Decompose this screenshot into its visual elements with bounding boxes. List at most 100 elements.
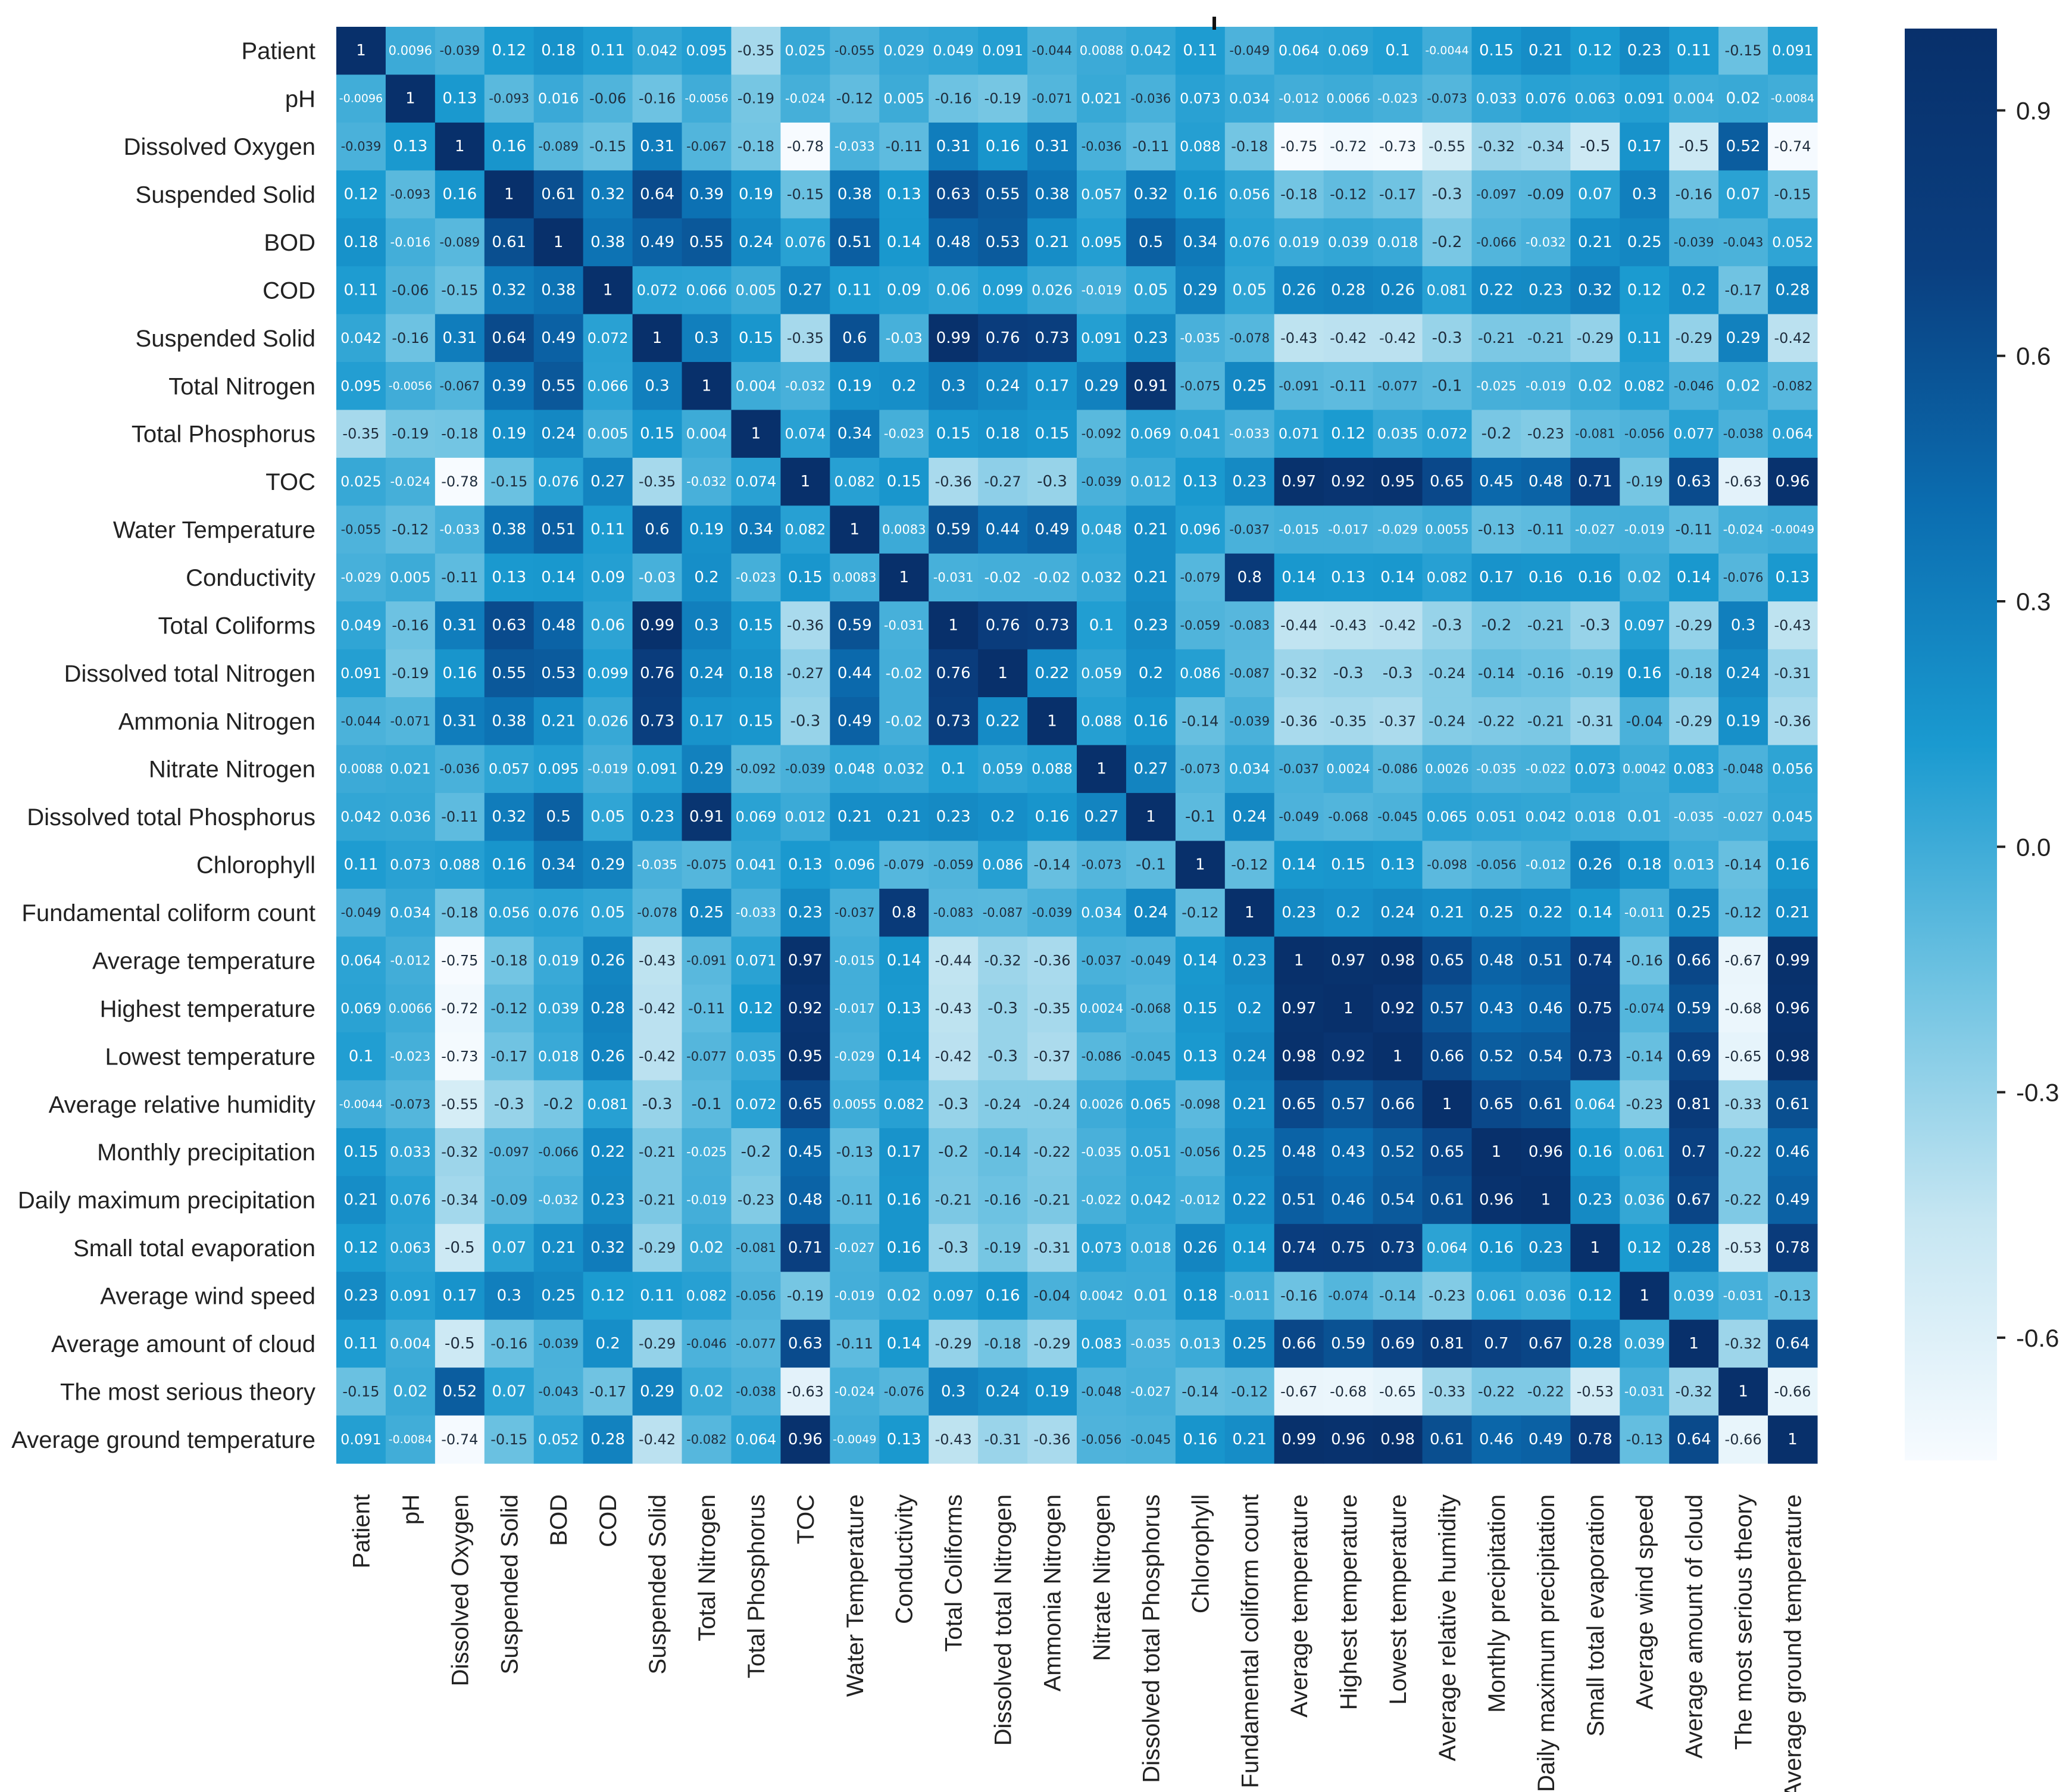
heatmap-cell bbox=[1620, 1415, 1670, 1464]
heatmap-cell-value: 0.11 bbox=[1627, 329, 1662, 347]
heatmap-cell-value: 0.1 bbox=[1089, 616, 1114, 634]
y-tick-label: Small total evaporation bbox=[73, 1235, 315, 1262]
heatmap-cell bbox=[1224, 984, 1275, 1033]
heatmap-cell-value: 1 bbox=[1343, 1000, 1354, 1017]
heatmap-cell-value: 0.02 bbox=[1726, 377, 1761, 395]
heatmap-cell bbox=[1620, 505, 1670, 554]
heatmap-cell-value: -0.12 bbox=[1231, 857, 1268, 873]
heatmap-cell bbox=[978, 362, 1028, 411]
heatmap-cell-value: 0.27 bbox=[788, 281, 823, 299]
heatmap-cell bbox=[1422, 1368, 1473, 1416]
heatmap-cell-value: 0.17 bbox=[1627, 138, 1662, 155]
y-tick-label: Highest temperature bbox=[100, 996, 315, 1022]
heatmap-cell-value: -0.2 bbox=[1482, 616, 1512, 634]
heatmap-cell bbox=[1768, 1368, 1818, 1416]
heatmap-cell-value: -0.35 bbox=[737, 42, 774, 59]
heatmap-cell bbox=[435, 27, 485, 76]
heatmap-cell-value: 0.23 bbox=[1578, 1191, 1612, 1209]
heatmap-cell-value: 0.2 bbox=[595, 1335, 620, 1353]
heatmap-cell bbox=[385, 266, 436, 315]
heatmap-cell bbox=[632, 888, 683, 937]
heatmap-cell bbox=[1471, 1032, 1521, 1081]
heatmap-cell-value: -0.65 bbox=[1379, 1383, 1416, 1400]
heatmap-cell-value: 0.09 bbox=[887, 281, 921, 299]
heatmap-cell-value: 0.25 bbox=[1479, 904, 1514, 922]
heatmap-cell bbox=[533, 505, 584, 554]
heatmap-cell-value: -0.044 bbox=[1032, 43, 1073, 58]
heatmap-cell bbox=[682, 601, 732, 650]
heatmap-cell-value: 0.16 bbox=[1627, 664, 1662, 682]
heatmap-cell bbox=[682, 505, 732, 554]
heatmap-cell-value: 0.52 bbox=[1726, 138, 1761, 155]
heatmap-cell bbox=[336, 1032, 386, 1081]
heatmap-cell-value: 0.073 bbox=[1574, 761, 1615, 778]
heatmap-cell bbox=[1274, 1032, 1324, 1081]
heatmap-cell-value: -0.036 bbox=[1131, 92, 1171, 106]
heatmap-cell bbox=[731, 170, 781, 219]
heatmap-cell bbox=[682, 74, 732, 123]
heatmap-cell bbox=[1718, 505, 1768, 554]
heatmap-cell bbox=[1373, 553, 1423, 602]
heatmap-cell bbox=[780, 27, 830, 76]
heatmap-cell bbox=[1373, 122, 1423, 171]
heatmap-cell-value: -0.31 bbox=[1577, 713, 1614, 729]
heatmap-cell bbox=[533, 745, 584, 794]
heatmap-cell-value: -0.19 bbox=[787, 1287, 824, 1304]
heatmap-cell bbox=[1570, 170, 1620, 219]
heatmap-cell-value: -0.21 bbox=[1527, 617, 1564, 633]
heatmap-cell bbox=[484, 170, 535, 219]
heatmap-cell-value: 0.021 bbox=[1081, 90, 1122, 107]
heatmap-cell-value: 0.14 bbox=[887, 1047, 921, 1065]
heatmap-cell-value: 0.97 bbox=[1331, 951, 1365, 969]
heatmap-cell-value: 0.21 bbox=[541, 1239, 576, 1257]
heatmap-cell-value: -0.37 bbox=[1379, 713, 1416, 729]
heatmap-cell-value: 0.66 bbox=[1677, 951, 1711, 969]
heatmap-cell bbox=[336, 553, 386, 602]
x-tick-label: Monthly precipitation bbox=[1484, 1494, 1510, 1713]
heatmap-cell bbox=[682, 1368, 732, 1416]
heatmap-cell bbox=[830, 218, 880, 267]
heatmap-cell bbox=[1224, 1415, 1275, 1464]
heatmap-cell bbox=[533, 888, 584, 937]
heatmap-cell-value: 0.54 bbox=[1529, 1047, 1563, 1065]
heatmap-cell bbox=[929, 362, 979, 411]
heatmap-cell bbox=[731, 457, 781, 506]
heatmap-cell bbox=[978, 888, 1028, 937]
heatmap-cell bbox=[1718, 745, 1768, 794]
heatmap-cell-value: 0.15 bbox=[1035, 425, 1070, 443]
heatmap-cell bbox=[1323, 505, 1374, 554]
heatmap-cell bbox=[1373, 1272, 1423, 1320]
heatmap-cell-value: -0.21 bbox=[1478, 330, 1515, 346]
heatmap-cell-value: 0.14 bbox=[1183, 951, 1217, 969]
heatmap-cell-value: -0.21 bbox=[639, 1144, 676, 1160]
heatmap-cell bbox=[1373, 888, 1423, 937]
heatmap-cell-value: 1 bbox=[603, 281, 613, 299]
heatmap-cell bbox=[978, 553, 1028, 602]
heatmap-cell bbox=[1620, 1128, 1670, 1176]
heatmap-cell bbox=[1373, 1080, 1423, 1129]
heatmap-cell bbox=[1521, 936, 1571, 985]
heatmap-cell bbox=[1175, 1032, 1226, 1081]
heatmap-cell-value: 0.66 bbox=[1282, 1335, 1316, 1353]
heatmap-cell-value: 1 bbox=[1541, 1191, 1551, 1209]
heatmap-cell bbox=[1323, 362, 1374, 411]
heatmap-cell-value: -0.03 bbox=[886, 330, 923, 346]
heatmap-cell bbox=[1570, 1080, 1620, 1129]
heatmap-cell bbox=[1718, 553, 1768, 602]
heatmap-cell-value: -0.043 bbox=[538, 1384, 579, 1398]
heatmap-cell-value: 0.38 bbox=[837, 186, 872, 204]
heatmap-cell-value: 0.02 bbox=[887, 1287, 921, 1304]
heatmap-cell bbox=[1224, 1319, 1275, 1368]
heatmap-cell-value: 0.76 bbox=[986, 329, 1020, 347]
heatmap-cell-value: -0.11 bbox=[441, 808, 478, 825]
heatmap-cell bbox=[1471, 936, 1521, 985]
heatmap-cell-value: 0.1 bbox=[941, 760, 965, 778]
heatmap-cell-value: -0.11 bbox=[1132, 138, 1169, 155]
y-tick-label: COD bbox=[262, 277, 315, 304]
heatmap-cell bbox=[1175, 27, 1226, 76]
heatmap-cell bbox=[1768, 362, 1818, 411]
heatmap-cell-value: -0.0049 bbox=[1771, 523, 1814, 536]
heatmap-cell bbox=[1274, 505, 1324, 554]
heatmap-cell bbox=[533, 1223, 584, 1272]
heatmap-cell-value: 0.3 bbox=[497, 1287, 521, 1304]
